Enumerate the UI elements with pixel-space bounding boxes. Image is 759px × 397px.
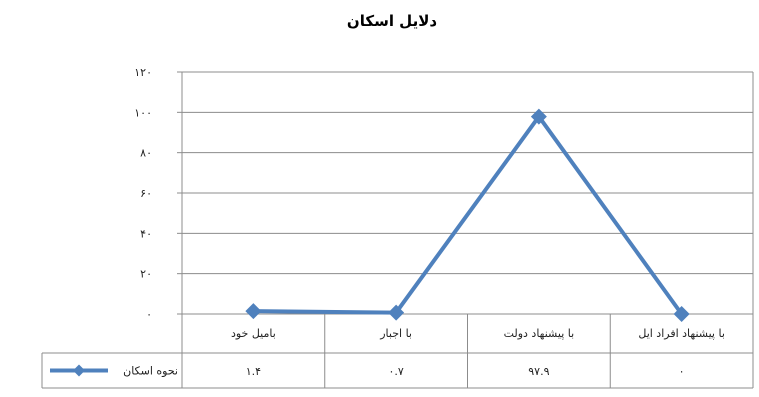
data-point-marker — [530, 108, 547, 125]
category-label: با پيشنهاد افراد ايل — [638, 327, 725, 340]
value-cell: ۹۷.۹ — [528, 365, 549, 378]
value-cell: ۰.۷ — [388, 365, 403, 378]
series-group — [245, 108, 690, 322]
legend-label: نحوه اسکان — [123, 365, 178, 378]
y-tick-label: ۰ — [146, 308, 152, 321]
category-label: با پيشنهاد دولت — [504, 327, 575, 340]
y-axis-ticks: ۰ ۲۰ ۴۰ ۶۰ ۸۰ ۱۰۰ ۱۲۰ — [134, 66, 152, 321]
value-cell: ۱.۴ — [246, 365, 261, 378]
data-table: باميل خود ۱.۴ با اجبار ۰.۷ با پيشنهاد دولت ۹۷… — [41, 314, 754, 389]
series-line — [253, 114, 684, 316]
y-tick-label: ۲۰ — [140, 268, 152, 281]
data-point-marker — [673, 306, 690, 322]
y-tick-label: ۱۰۰ — [134, 106, 152, 119]
data-point-marker — [388, 304, 405, 321]
chart-title: دلایل اسکان — [347, 12, 437, 30]
data-point-marker — [245, 303, 262, 320]
y-tick-label: ۸۰ — [140, 147, 152, 160]
y-tick-label: ۶۰ — [140, 187, 152, 200]
category-label: باميل خود — [231, 327, 276, 340]
legend-key-marker — [73, 364, 85, 377]
value-cell: ۰ — [679, 365, 685, 378]
y-tick-label: ۴۰ — [140, 227, 152, 240]
gridlines — [177, 71, 754, 315]
legend: نحوه اسکان — [50, 364, 178, 378]
y-tick-label: ۱۲۰ — [134, 66, 152, 79]
category-label: با اجبار — [379, 327, 412, 340]
